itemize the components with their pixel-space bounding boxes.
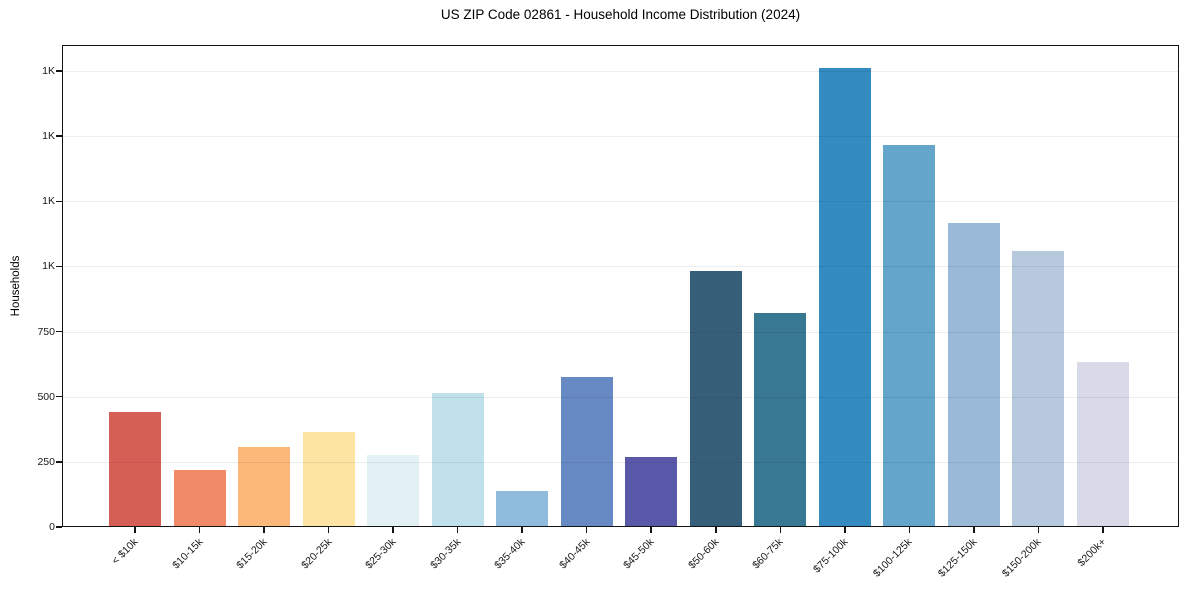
gridline: [62, 396, 1179, 398]
bar-6: [431, 393, 484, 526]
gridline: [62, 266, 1179, 268]
y-tick-mark: [56, 200, 62, 203]
y-tick-mark: [56, 526, 62, 528]
y-tick-label: 1K: [42, 130, 55, 143]
y-tick-mark: [56, 330, 62, 333]
plot-frame: [62, 45, 1179, 527]
y-tick-mark: [56, 70, 62, 72]
x-tick-mark: [779, 527, 782, 533]
x-tick-mark: [1102, 527, 1104, 533]
bar-9: [625, 456, 678, 526]
x-tick-mark: [844, 527, 846, 533]
bar-7: [496, 490, 549, 526]
y-tick-label: 1K: [42, 260, 55, 273]
y-tick-label: 0: [49, 521, 55, 533]
x-tick-mark: [908, 527, 911, 533]
x-tick-mark: [715, 527, 717, 533]
x-tick-mark: [392, 527, 394, 533]
x-tick-mark: [1037, 527, 1040, 533]
y-tick-mark: [56, 461, 62, 463]
gridline: [62, 331, 1179, 333]
bar-8: [560, 376, 613, 526]
y-tick-label: 1K: [42, 65, 55, 78]
x-tick-mark: [650, 527, 652, 533]
bar-15: [1012, 251, 1065, 526]
y-tick-label: 1K: [42, 195, 55, 208]
bar-16: [1076, 362, 1129, 526]
y-axis-label: Households: [10, 255, 22, 317]
x-tick-mark: [198, 527, 201, 533]
bar-4: [302, 431, 355, 526]
x-tick-mark: [456, 527, 459, 533]
bar-2: [173, 469, 226, 526]
bar-1: [109, 412, 161, 526]
x-tick-mark: [973, 527, 975, 533]
gridline: [62, 201, 1179, 203]
gridline: [62, 71, 1179, 73]
y-tick-label: 250: [37, 455, 55, 468]
chart-title: US ZIP Code 02861 - Household Income Dis…: [440, 7, 801, 22]
bar-12: [818, 67, 871, 526]
x-tick-mark: [521, 527, 523, 533]
x-tick-label: < $10k: [109, 536, 141, 567]
x-tick-mark: [134, 527, 136, 533]
y-tick-label: 500: [37, 390, 55, 403]
bar-14: [947, 223, 1000, 526]
bar-5: [367, 455, 420, 526]
x-tick-mark: [263, 527, 265, 533]
bar-11: [754, 312, 807, 526]
gridline: [62, 136, 1179, 138]
y-tick-label: 750: [37, 325, 55, 338]
gridline: [62, 461, 1179, 463]
bar-10: [689, 271, 742, 526]
y-tick-mark: [56, 395, 62, 398]
bar-3: [238, 446, 291, 526]
y-tick-mark: [56, 265, 62, 268]
x-tick-mark: [327, 527, 330, 533]
x-tick-mark: [585, 527, 588, 533]
y-tick-mark: [56, 135, 62, 137]
bar-13: [883, 145, 936, 526]
